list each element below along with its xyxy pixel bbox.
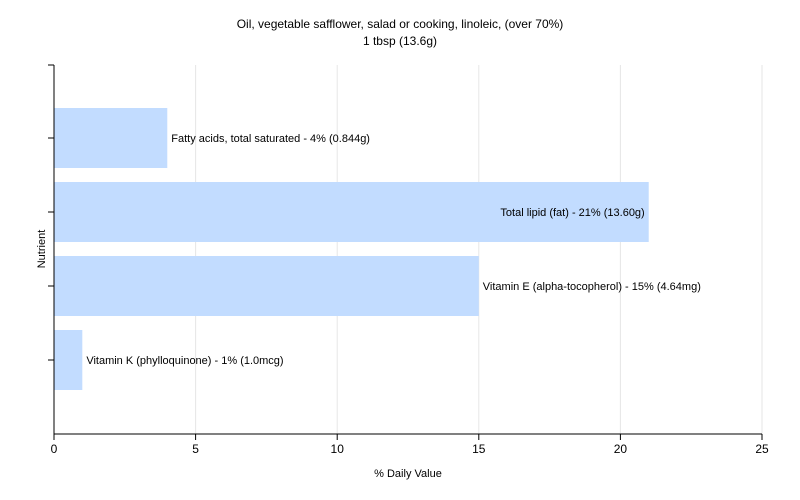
data-label: Total lipid (fat) - 21% (13.60g) [500, 207, 644, 219]
x-tick-label: 5 [192, 442, 199, 456]
bar [54, 182, 649, 242]
data-label: Fatty acids, total saturated - 4% (0.844… [171, 133, 370, 145]
axes: 0 5 10 15 20 25 [48, 64, 769, 456]
x-axis-title: % Daily Value [374, 468, 442, 480]
data-label: Vitamin K (phylloquinone) - 1% (1.0mcg) [86, 355, 283, 367]
x-tick-label: 25 [755, 442, 769, 456]
bar [54, 256, 479, 316]
x-tick-label: 0 [51, 442, 58, 456]
x-tick-label: 15 [472, 442, 486, 456]
chart-title: Oil, vegetable safflower, salad or cooki… [237, 17, 564, 31]
x-tick-label: 20 [614, 442, 628, 456]
y-axis-title: Nutrient [36, 230, 48, 269]
bar [54, 108, 168, 168]
data-label: Vitamin E (alpha-tocopherol) - 15% (4.64… [483, 281, 701, 293]
chart-subtitle: 1 tbsp (13.6g) [363, 34, 437, 48]
bar [54, 330, 83, 390]
x-tick-label: 10 [331, 442, 345, 456]
data-labels: Fatty acids, total saturated - 4% (0.844… [86, 133, 701, 367]
grid-lines [195, 65, 763, 434]
bars [54, 108, 649, 390]
